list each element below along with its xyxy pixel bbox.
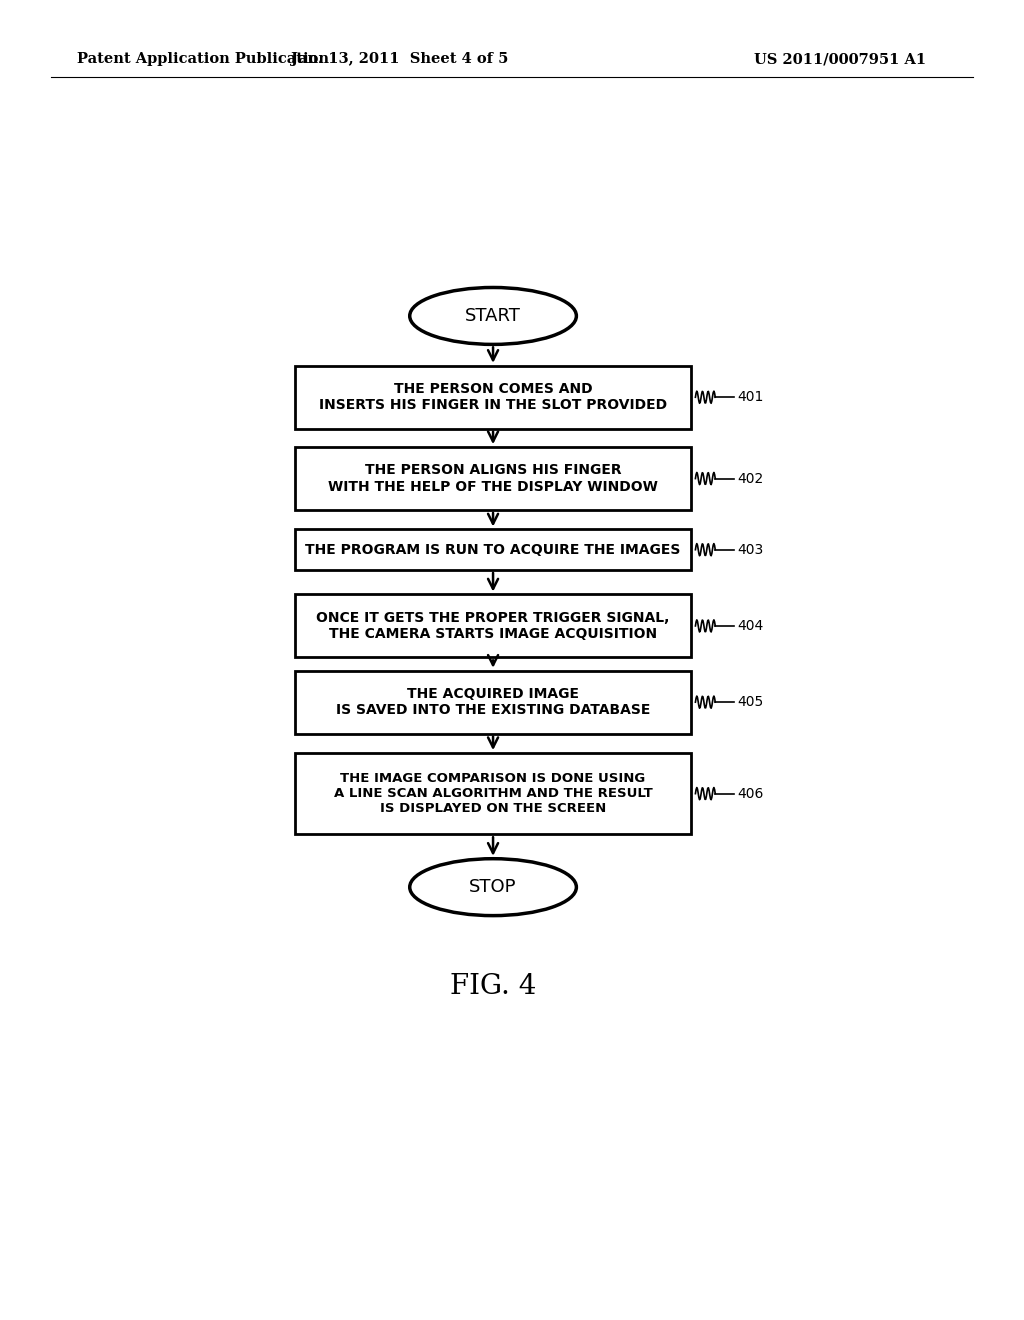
FancyBboxPatch shape [295, 366, 691, 429]
Text: 406: 406 [737, 787, 764, 801]
FancyBboxPatch shape [295, 529, 691, 570]
Text: FIG. 4: FIG. 4 [450, 973, 537, 1001]
Text: US 2011/0007951 A1: US 2011/0007951 A1 [754, 53, 926, 66]
Text: THE ACQUIRED IMAGE
IS SAVED INTO THE EXISTING DATABASE: THE ACQUIRED IMAGE IS SAVED INTO THE EXI… [336, 688, 650, 717]
Text: Jan. 13, 2011  Sheet 4 of 5: Jan. 13, 2011 Sheet 4 of 5 [291, 53, 508, 66]
FancyBboxPatch shape [295, 752, 691, 834]
Ellipse shape [410, 288, 577, 345]
Text: THE PERSON ALIGNS HIS FINGER
WITH THE HELP OF THE DISPLAY WINDOW: THE PERSON ALIGNS HIS FINGER WITH THE HE… [328, 463, 658, 494]
Text: THE PERSON COMES AND
INSERTS HIS FINGER IN THE SLOT PROVIDED: THE PERSON COMES AND INSERTS HIS FINGER … [319, 383, 667, 412]
Text: ONCE IT GETS THE PROPER TRIGGER SIGNAL,
THE CAMERA STARTS IMAGE ACQUISITION: ONCE IT GETS THE PROPER TRIGGER SIGNAL, … [316, 611, 670, 642]
Text: 401: 401 [737, 391, 764, 404]
Text: 405: 405 [737, 696, 764, 709]
Text: Patent Application Publication: Patent Application Publication [77, 53, 329, 66]
Text: 403: 403 [737, 543, 764, 557]
Text: STOP: STOP [469, 878, 517, 896]
Text: START: START [465, 308, 521, 325]
FancyBboxPatch shape [295, 447, 691, 510]
FancyBboxPatch shape [295, 594, 691, 657]
Text: 404: 404 [737, 619, 764, 634]
FancyBboxPatch shape [295, 671, 691, 734]
Text: THE PROGRAM IS RUN TO ACQUIRE THE IMAGES: THE PROGRAM IS RUN TO ACQUIRE THE IMAGES [305, 543, 681, 557]
Text: THE IMAGE COMPARISON IS DONE USING
A LINE SCAN ALGORITHM AND THE RESULT
IS DISPL: THE IMAGE COMPARISON IS DONE USING A LIN… [334, 772, 652, 816]
Text: 402: 402 [737, 471, 764, 486]
Ellipse shape [410, 859, 577, 916]
